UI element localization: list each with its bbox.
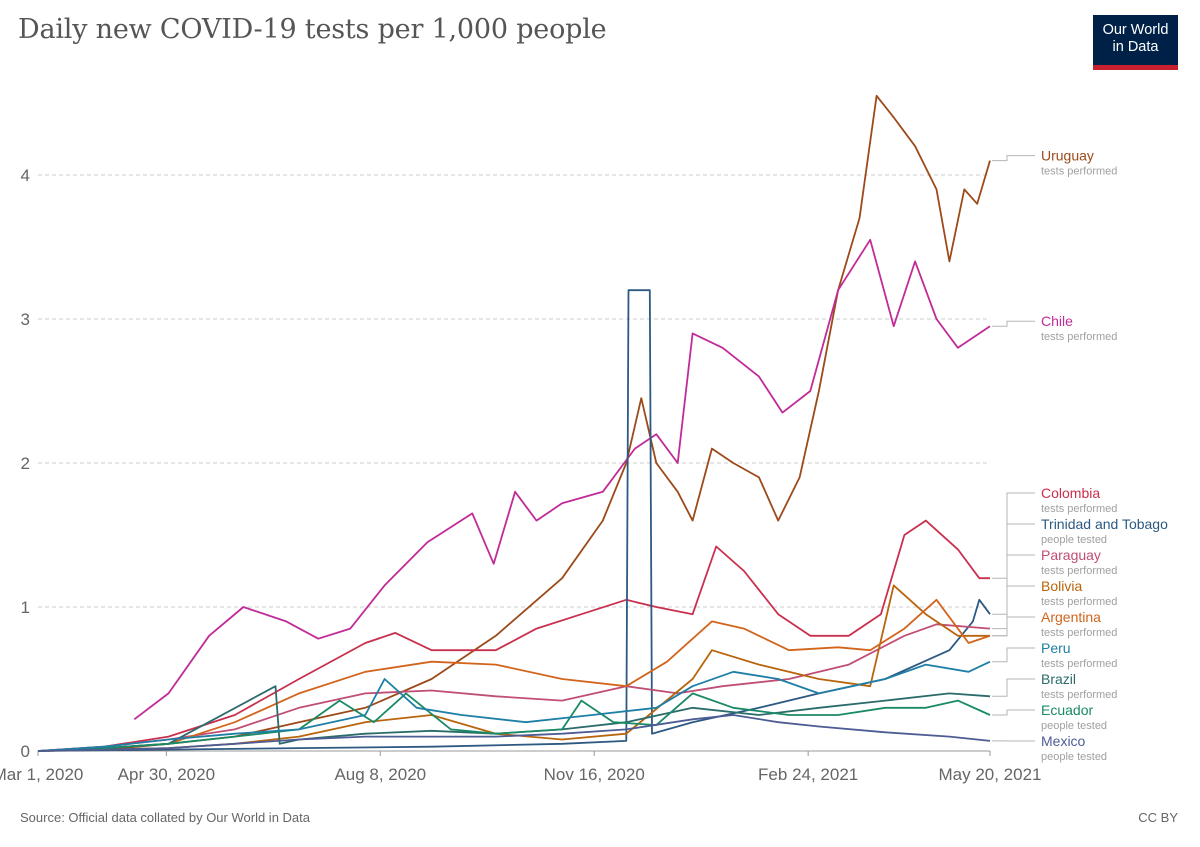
owid-logo[interactable]: Our World in Data <box>1093 15 1178 70</box>
source-note[interactable]: Source: Official data collated by Our Wo… <box>20 810 310 825</box>
label-connector <box>992 492 1035 579</box>
logo-accent-bar <box>1093 65 1178 70</box>
series-label-bolivia[interactable]: Bolivia <box>1041 578 1082 594</box>
series-line-chile[interactable] <box>133 238 991 721</box>
series-line-brazil[interactable] <box>37 685 991 752</box>
series-sublabel: tests performed <box>1041 627 1117 639</box>
series-sublabel: tests performed <box>1041 565 1117 577</box>
series-line-mexico[interactable] <box>37 714 991 752</box>
series-sublabel: tests performed <box>1041 658 1117 670</box>
label-connector <box>992 523 1035 615</box>
license-link[interactable]: CC BY <box>1138 810 1178 825</box>
series-sublabel: tests performed <box>1041 331 1117 343</box>
label-connector <box>992 320 1035 327</box>
x-tick-label: Mar 1, 2020 <box>0 765 83 784</box>
series-label-peru[interactable]: Peru <box>1041 640 1071 656</box>
series-line-colombia[interactable] <box>37 519 990 752</box>
x-tick-label: Feb 24, 2021 <box>758 765 858 784</box>
y-tick-label: 2 <box>21 454 30 473</box>
page-title: Daily new COVID-19 tests per 1,000 peopl… <box>18 14 607 45</box>
series-label-argentina[interactable]: Argentina <box>1041 609 1101 625</box>
series-line-ecuador[interactable] <box>37 692 991 752</box>
x-tick-label: Apr 30, 2020 <box>118 765 215 784</box>
series-sublabel: tests performed <box>1041 166 1117 178</box>
series-label-paraguay[interactable]: Paraguay <box>1041 547 1101 563</box>
label-connector <box>992 647 1035 663</box>
series-sublabel: tests performed <box>1041 689 1117 701</box>
label-connector <box>992 709 1035 716</box>
series-label-ecuador[interactable]: Ecuador <box>1041 702 1093 718</box>
series-label-chile[interactable]: Chile <box>1041 313 1073 329</box>
label-connector <box>992 678 1035 697</box>
series-sublabel: people tested <box>1041 534 1107 546</box>
x-tick-label: May 20, 2021 <box>938 765 1041 784</box>
series-line-paraguay[interactable] <box>37 623 991 752</box>
y-axis-ticks: 0 1 2 3 4 <box>21 166 30 761</box>
series-line-argentina[interactable] <box>37 598 991 752</box>
label-connector <box>992 554 1035 630</box>
series-lines <box>37 94 991 752</box>
x-tick-label: Aug 8, 2020 <box>334 765 426 784</box>
series-line-trinidad-and-tobago[interactable] <box>37 289 991 752</box>
y-tick-label: 1 <box>21 598 30 617</box>
series-line-uruguay[interactable] <box>37 94 991 752</box>
y-tick-label: 0 <box>21 742 30 761</box>
series-line-peru[interactable] <box>37 660 991 752</box>
series-label-brazil[interactable]: Brazil <box>1041 671 1076 687</box>
logo-line-2: in Data <box>1112 39 1159 55</box>
grid-lines <box>38 174 990 752</box>
series-label-mexico[interactable]: Mexico <box>1041 733 1086 749</box>
series-label-trinidad-and-tobago[interactable]: Trinidad and Tobago <box>1041 516 1168 532</box>
label-connector <box>992 155 1035 162</box>
series-sublabel: tests performed <box>1041 596 1117 608</box>
series-label-colombia[interactable]: Colombia <box>1041 485 1100 501</box>
y-tick-label: 4 <box>21 166 30 185</box>
x-tick-label: Nov 16, 2020 <box>544 765 645 784</box>
y-tick-label: 3 <box>21 310 30 329</box>
series-label-uruguay[interactable]: Uruguay <box>1041 148 1094 164</box>
series-labels: Uruguay tests performed Chile tests perform… <box>992 148 1168 763</box>
x-axis-ticks: Mar 1, 2020 Apr 30, 2020 Aug 8, 2020 Nov 16… <box>0 751 1042 784</box>
logo-line-1: Our World <box>1102 22 1169 38</box>
series-sublabel: people tested <box>1041 751 1107 763</box>
series-sublabel: people tested <box>1041 720 1107 732</box>
series-sublabel: tests performed <box>1041 503 1117 515</box>
label-connector <box>992 616 1035 637</box>
